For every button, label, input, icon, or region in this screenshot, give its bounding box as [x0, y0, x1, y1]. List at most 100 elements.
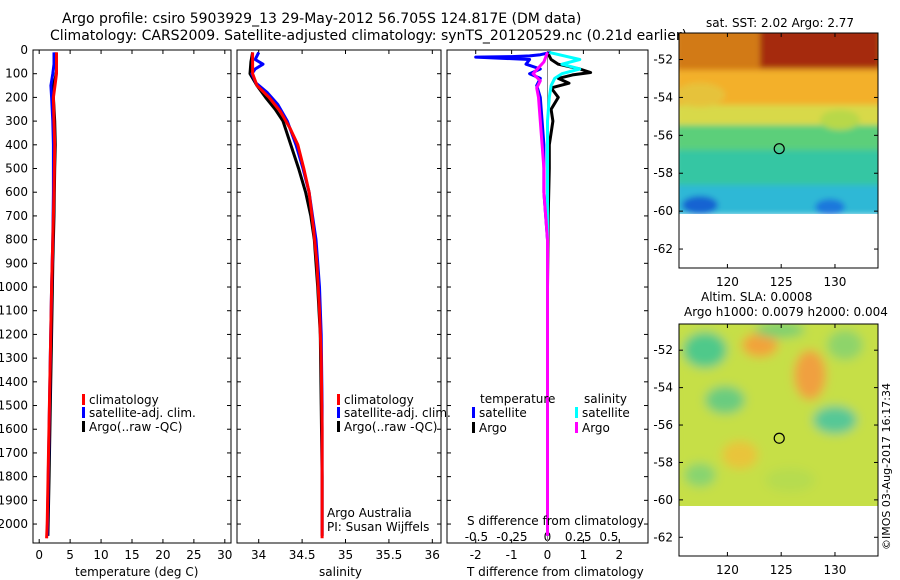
legend-swatch-s-argo — [575, 422, 578, 433]
depth-tick-label: 800 — [5, 233, 28, 247]
plot-title-line-2: Climatology: CARS2009. Satellite-adjuste… — [50, 28, 688, 44]
x-tick-label: 0 — [544, 548, 552, 562]
legend-swatch-argo — [82, 421, 85, 432]
map-x-tick-label: 125 — [770, 275, 793, 289]
temperature-xlabel: temperature (deg C) — [75, 565, 199, 579]
map-y-tick-label: -52 — [653, 343, 673, 357]
s-tick-label: -0.5 — [465, 530, 488, 544]
map-x-tick-label: 130 — [824, 275, 847, 289]
x-tick-label: 10 — [93, 548, 108, 562]
legend-swatch-climatology — [82, 394, 85, 405]
float-position-marker — [773, 432, 785, 444]
legend-label: Argo — [479, 421, 507, 435]
legend-swatch-satellite — [82, 407, 85, 418]
depth-tick-label: 1100 — [0, 304, 28, 318]
map-y-tick-label: -54 — [653, 90, 673, 104]
map-y-tick-label: -54 — [653, 381, 673, 395]
x-tick-label: 25 — [186, 548, 201, 562]
legend-item: satellite-adj. clim. — [337, 406, 451, 420]
legend-item: Argo — [472, 421, 507, 435]
x-tick-label: 34 — [251, 548, 266, 562]
legend-swatch-satellite — [337, 407, 340, 418]
legend-item: Argo(..raw -QC) — [82, 420, 182, 434]
plot-title-line-1: Argo profile: csiro 5903929_13 29-May-20… — [62, 11, 582, 27]
depth-tick-label: 1000 — [0, 280, 28, 294]
legend-item: Argo — [575, 421, 610, 435]
legend-swatch-argo — [337, 421, 340, 432]
map-x-tick-label: 120 — [716, 563, 739, 577]
x-tick-label: 0 — [35, 548, 43, 562]
depth-tick-label: 1700 — [0, 446, 28, 460]
credit-stamp: ©IMOS 03-Aug-2017 16:17:34 — [880, 383, 893, 550]
depth-tick-label: 1500 — [0, 399, 28, 413]
legend-label: Argo(..raw -QC) — [344, 420, 438, 434]
credit-pi: PI: Susan Wijffels — [327, 520, 430, 534]
x-tick-label: 5 — [66, 548, 74, 562]
legend-item: climatology — [337, 393, 414, 407]
legend-item: Argo(..raw -QC) — [337, 420, 437, 434]
depth-tick-label: 700 — [5, 209, 28, 223]
legend-label: climatology — [344, 393, 414, 407]
salinity-xlabel: salinity — [319, 565, 363, 579]
temperature-axes — [32, 49, 232, 544]
map-y-tick-label: -52 — [653, 53, 673, 67]
x-tick-label: -2 — [470, 548, 482, 562]
legend-label: Argo(..raw -QC) — [89, 420, 183, 434]
legend-swatch-t-satellite — [472, 407, 475, 418]
legend-label: satellite — [479, 406, 527, 420]
sla-map-axes — [678, 323, 879, 557]
series-group — [248, 51, 324, 539]
legend-item: satellite — [472, 406, 527, 420]
x-tick-label: 20 — [155, 548, 170, 562]
float-position-marker — [773, 143, 785, 155]
sst-map-title: sat. SST: 2.02 Argo: 2.77 — [706, 16, 855, 30]
series-line-s-argo — [531, 51, 549, 536]
x-tick-label: 35.5 — [376, 548, 403, 562]
depth-tick-label: 200 — [5, 90, 28, 104]
depth-tick-label: 1300 — [0, 351, 28, 365]
depth-tick-label: 900 — [5, 256, 28, 270]
map-x-tick-label: 130 — [824, 563, 847, 577]
legend-label: satellite — [582, 406, 630, 420]
map-y-tick-label: -58 — [653, 455, 673, 469]
legend-swatch-climatology — [337, 394, 340, 405]
x-tick-label: 36 — [425, 548, 440, 562]
x-tick-label: 35 — [338, 548, 353, 562]
series-line-climatology — [251, 52, 324, 539]
series-group — [45, 52, 58, 539]
map-y-tick-label: -60 — [653, 204, 673, 218]
depth-tick-label: 500 — [5, 162, 28, 176]
legend-label: climatology — [89, 393, 159, 407]
difference-xlabel: T difference from climatology — [467, 565, 644, 579]
depth-tick-label: 1400 — [0, 375, 28, 389]
map-y-tick-label: -58 — [653, 166, 673, 180]
sla-map-title-line-2: Argo h1000: 0.0079 h2000: 0.004 — [684, 305, 888, 319]
legend-label: satellite-adj. clim. — [89, 406, 196, 420]
map-y-tick-label: -60 — [653, 493, 673, 507]
map-y-tick-label: -56 — [653, 128, 673, 142]
s-tick-label: -0.25 — [496, 530, 527, 544]
map-x-tick-label: 120 — [716, 275, 739, 289]
x-tick-label: 15 — [124, 548, 139, 562]
legend-item: climatology — [82, 393, 159, 407]
depth-tick-label: 1800 — [0, 470, 28, 484]
depth-tick-label: 600 — [5, 185, 28, 199]
x-tick-label: 30 — [217, 548, 232, 562]
map-x-tick-label: 125 — [770, 563, 793, 577]
s-tick-label: 0.5 — [599, 530, 618, 544]
depth-tick-label: 0 — [20, 43, 28, 57]
map-y-tick-label: -56 — [653, 418, 673, 432]
legend-item: satellite — [575, 406, 630, 420]
series-line-climatology — [45, 52, 58, 539]
sst-map-field — [679, 33, 878, 214]
map-y-tick-label: -62 — [653, 242, 673, 256]
difference-xlabel-top: S difference from climatology — [467, 514, 644, 528]
legend-item: satellite-adj. clim. — [82, 406, 196, 420]
sla-map-title-line-1: Altim. SLA: 0.0008 — [701, 290, 813, 304]
salinity-axes — [236, 49, 442, 544]
legend-swatch-s-satellite — [575, 407, 578, 418]
x-tick-label: 34.5 — [289, 548, 316, 562]
map-y-tick-label: -62 — [653, 530, 673, 544]
depth-tick-label: 1600 — [0, 422, 28, 436]
